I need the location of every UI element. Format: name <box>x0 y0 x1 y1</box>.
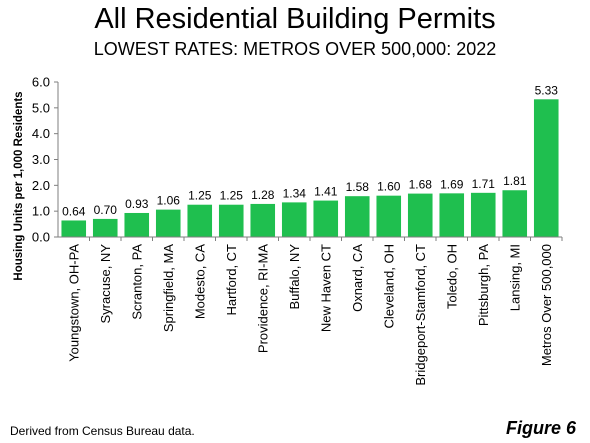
y-axis-title: Housing Units per 1,000 Residents <box>13 91 25 280</box>
y-axis: 0.0 1.0 2.0 3.0 4.0 5.0 6.0 <box>32 75 59 245</box>
source-note: Derived from Census Bureau data. <box>10 424 195 438</box>
data-label: 1.68 <box>409 178 433 192</box>
data-label: 1.60 <box>377 180 401 194</box>
data-label: 5.33 <box>535 83 559 97</box>
chart-subtitle: LOWEST RATES: METROS OVER 500,000: 2022 <box>93 39 497 59</box>
data-label: 1.28 <box>251 188 275 202</box>
x-tick-label: Toledo, OH <box>444 244 459 309</box>
y-tick-label: 0.0 <box>32 230 50 245</box>
y-tick-label: 2.0 <box>32 178 50 193</box>
bar <box>281 202 307 237</box>
x-tick-label: Metros Over 500,000 <box>539 244 554 366</box>
x-tick-label: Cleveland, OH <box>381 244 396 329</box>
data-label: 0.70 <box>94 203 118 217</box>
bar <box>313 200 339 237</box>
x-tick-label: Youngstown, OH-PA <box>66 244 81 362</box>
bar <box>407 193 433 237</box>
x-tick-label: Oxnard, CA <box>350 244 365 312</box>
bar <box>470 192 496 237</box>
x-tick-label: Springfield, MA <box>161 244 176 332</box>
bar <box>533 99 559 237</box>
y-tick-label: 1.0 <box>32 204 50 219</box>
data-label: 0.64 <box>62 204 86 218</box>
x-tick-label: Lansing, MI <box>507 244 522 311</box>
x-tick-label: New Haven CT <box>318 244 333 332</box>
data-label: 1.25 <box>188 189 212 203</box>
bar <box>439 193 465 237</box>
data-label: 1.34 <box>283 186 307 200</box>
data-label: 1.81 <box>503 174 527 188</box>
x-tick-label: Hartford, CT <box>224 244 239 316</box>
y-tick-label: 4.0 <box>32 126 50 141</box>
data-label: 1.25 <box>220 189 244 203</box>
x-tick-label: Bridgeport-Stamford, CT <box>413 244 428 386</box>
bar <box>92 218 118 237</box>
x-axis: Youngstown, OH-PA Syracuse, NY Scranton, P… <box>58 236 563 386</box>
y-tick-label: 6.0 <box>32 75 50 90</box>
bar <box>344 196 370 237</box>
x-tick-label: Pittsburgh, PA <box>476 244 491 326</box>
data-labels: 0.64 0.70 0.93 1.06 1.25 1.25 1.28 1.34 1.41 1.58… <box>62 83 558 218</box>
chart-title: All Residential Building Permits <box>94 3 496 35</box>
bar <box>218 204 244 237</box>
x-tick-label: Scranton, PA <box>129 244 144 320</box>
data-label: 1.71 <box>472 177 496 191</box>
x-tick-label: Providence, RI-MA <box>255 244 270 353</box>
y-tick-label: 3.0 <box>32 152 50 167</box>
y-tick-label: 5.0 <box>32 100 50 115</box>
bar <box>187 204 213 237</box>
bar <box>61 220 87 237</box>
x-tick-label: Modesto, CA <box>192 244 207 319</box>
data-label: 1.58 <box>346 180 370 194</box>
figure-label: Figure 6 <box>505 418 576 438</box>
bar <box>376 195 402 237</box>
bar <box>250 203 276 237</box>
data-label: 1.41 <box>314 185 338 199</box>
bars <box>61 99 559 237</box>
data-label: 0.93 <box>125 197 149 211</box>
x-tick-label: Syracuse, NY <box>98 244 113 324</box>
data-label: 1.69 <box>440 177 464 191</box>
bar <box>124 212 150 237</box>
x-tick-label: Buffalo, NY <box>287 244 302 310</box>
bar <box>502 190 528 237</box>
bar <box>155 209 181 237</box>
data-label: 1.06 <box>157 194 181 208</box>
